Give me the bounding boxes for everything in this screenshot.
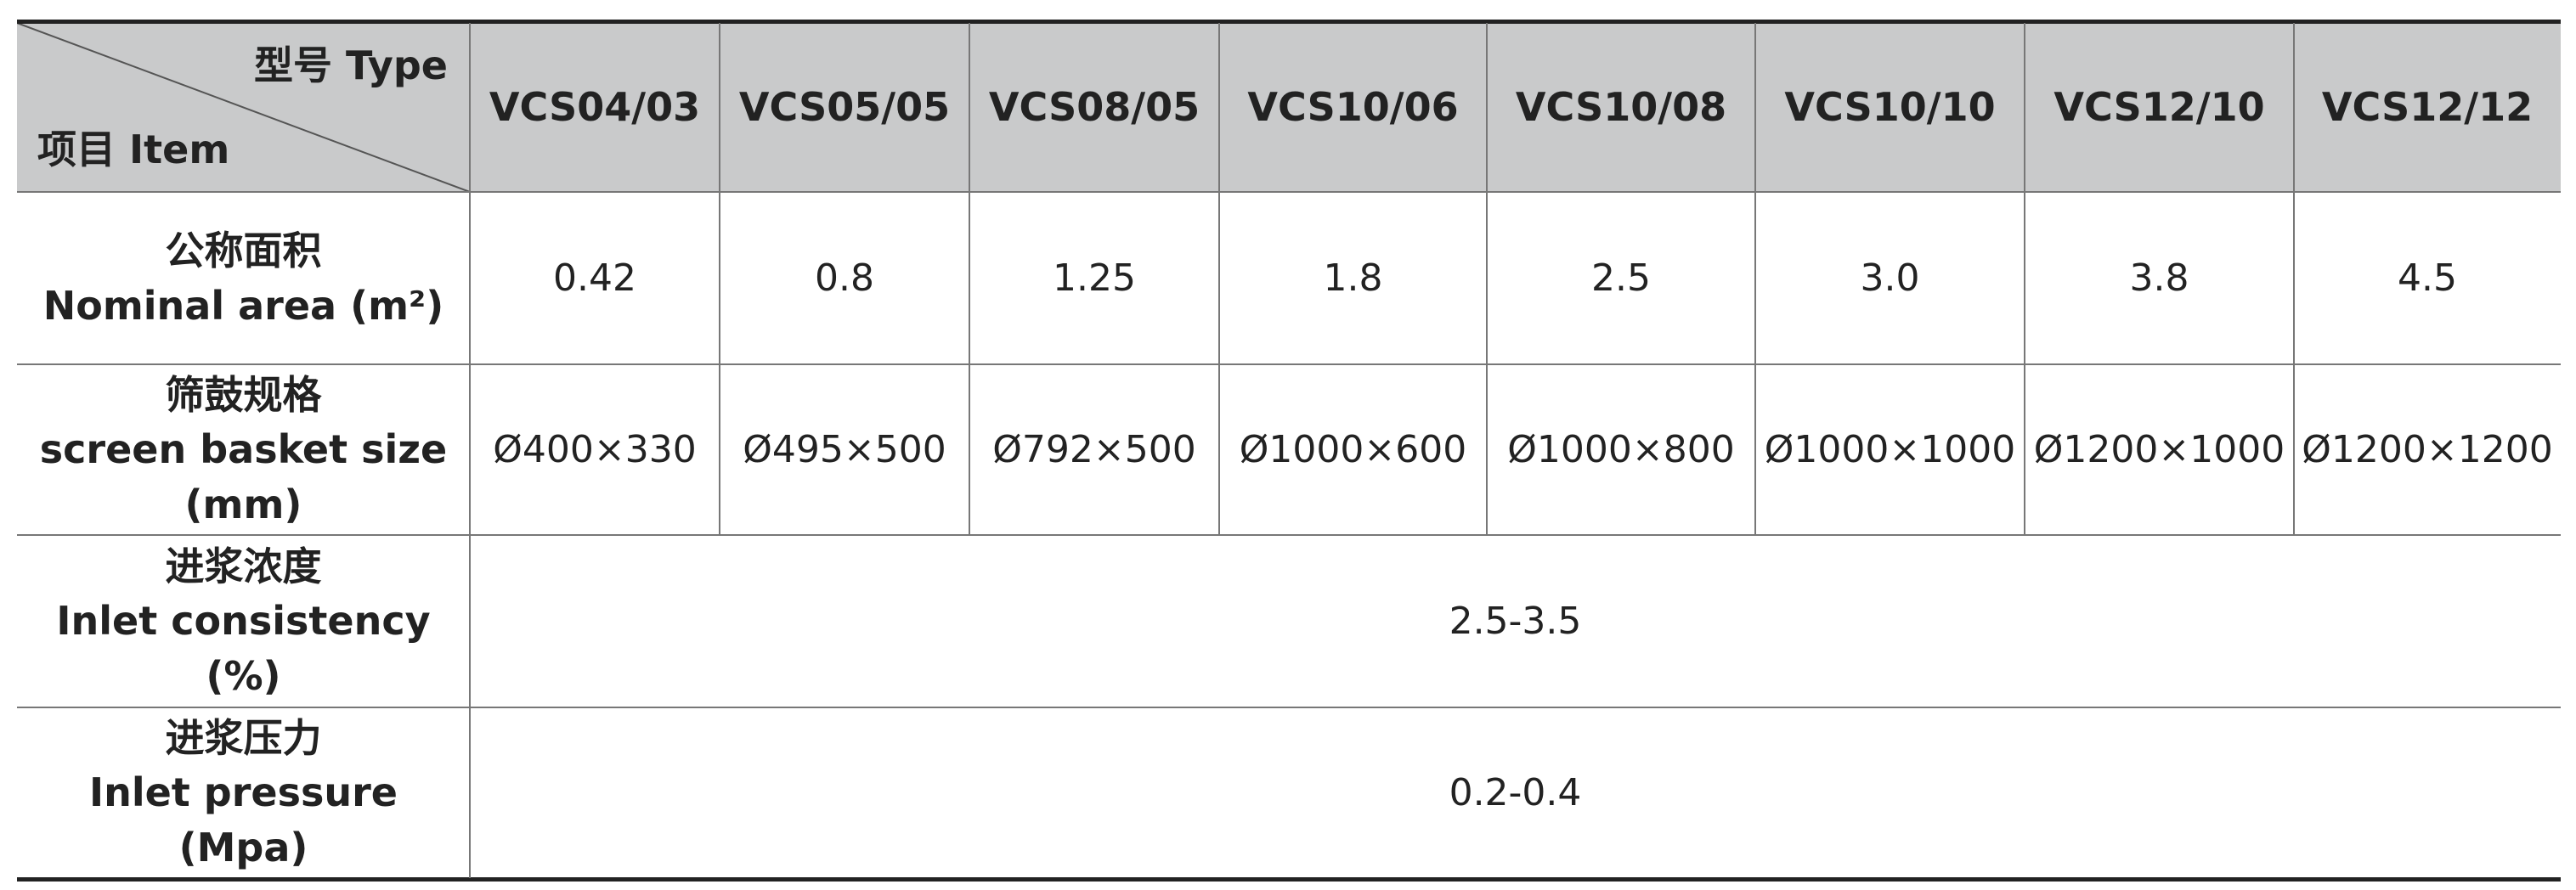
row-label-line: (%) — [206, 652, 281, 699]
column-line — [1218, 23, 1220, 535]
row-label-line: Inlet pressure — [88, 769, 398, 816]
row-label: 进浆浓度 Inlet consistency (%) — [17, 535, 470, 707]
value-cell: Ø792×500 — [992, 427, 1196, 471]
row-label-line: (mm) — [184, 481, 302, 527]
model-header: VCS05/05 — [738, 84, 951, 131]
row-line — [17, 534, 2561, 536]
row-label: 进浆压力 Inlet pressure (Mpa) — [17, 707, 470, 878]
column-line — [469, 23, 471, 878]
row-label-line: 筛鼓规格 — [165, 371, 322, 418]
value-cell: 1.8 — [1323, 256, 1383, 300]
value-cell: 0.42 — [553, 256, 636, 300]
model-header: VCS04/03 — [489, 84, 701, 131]
row-label-line: 进浆压力 — [165, 714, 322, 761]
row-label-line: screen basket size — [39, 426, 448, 473]
value-cell: 2.5 — [1591, 256, 1651, 300]
model-header: VCS10/06 — [1247, 84, 1459, 131]
row-line — [17, 20, 2561, 24]
row-label-line: 公称面积 — [165, 228, 322, 274]
merged-value-cell: 0.2-0.4 — [1449, 770, 1582, 814]
row-label-line: Inlet consistency — [56, 598, 431, 645]
value-cell: Ø1200×1000 — [2033, 427, 2285, 471]
row-label-line: (Mpa) — [178, 824, 308, 870]
item-label: 项目 Item — [37, 126, 230, 172]
header-row — [17, 23, 2561, 192]
value-cell: Ø1000×600 — [1239, 427, 1467, 471]
corner-cell: 型号 Type 项目 Item — [17, 23, 470, 192]
model-header: VCS10/10 — [1784, 84, 1996, 131]
model-header: VCS12/12 — [2321, 84, 2534, 131]
column-line — [969, 23, 970, 535]
value-cell: 3.0 — [1860, 256, 1920, 300]
column-line — [1486, 23, 1488, 535]
column-line — [2024, 23, 2025, 535]
column-line — [2293, 23, 2295, 535]
model-header: VCS12/10 — [2053, 84, 2265, 131]
row-label: 公称面积 Nominal area (m²) — [17, 192, 470, 364]
model-header: VCS08/05 — [988, 84, 1200, 131]
row-line — [17, 363, 2561, 365]
row-label-line: 进浆浓度 — [165, 543, 322, 589]
value-cell: Ø495×500 — [743, 427, 946, 471]
diagonal — [17, 23, 470, 192]
row-label-line: Nominal area (m²) — [42, 282, 444, 329]
value-cell: Ø1000×800 — [1507, 427, 1735, 471]
value-cell: 1.25 — [1053, 256, 1136, 300]
value-cell: Ø1000×1000 — [1764, 427, 2016, 471]
column-line — [719, 23, 720, 535]
value-cell: Ø400×330 — [493, 427, 697, 471]
value-cell: Ø1200×1200 — [2302, 427, 2553, 471]
row-label: 筛鼓规格 screen basket size (mm) — [17, 364, 470, 535]
row-line — [17, 191, 2561, 193]
type-label: 型号 Type — [253, 42, 448, 88]
column-line — [1754, 23, 1756, 535]
model-header: VCS10/08 — [1515, 84, 1727, 131]
value-cell: 4.5 — [2398, 256, 2457, 300]
row-line — [17, 707, 2561, 708]
value-cell: 3.8 — [2129, 256, 2189, 300]
value-cell: 0.8 — [815, 256, 874, 300]
row-line — [17, 877, 2561, 882]
merged-value-cell: 2.5-3.5 — [1449, 599, 1582, 643]
